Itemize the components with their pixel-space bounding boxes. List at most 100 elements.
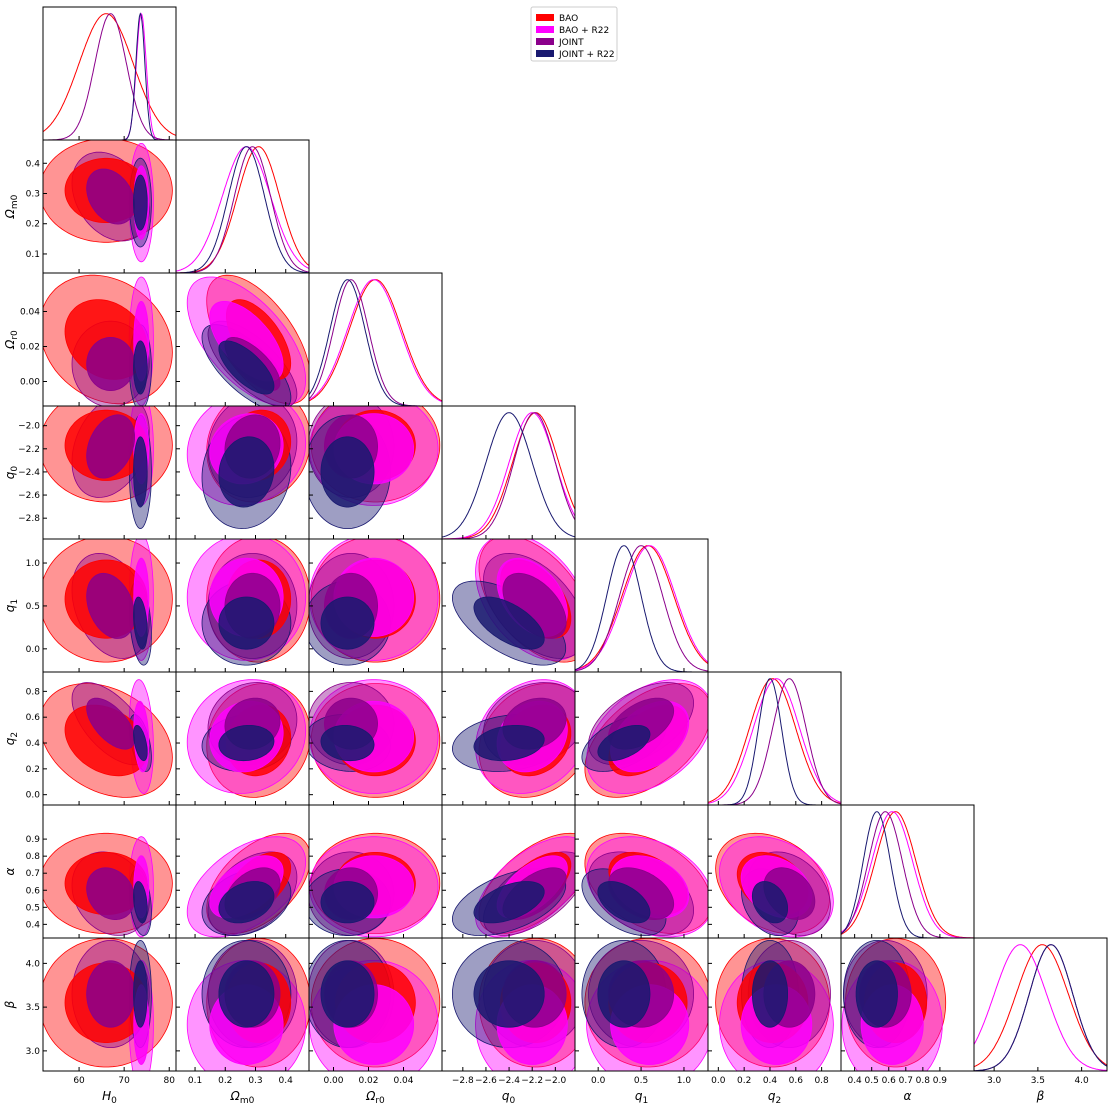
marginal-curve [974, 944, 1107, 1071]
marginal-curve [708, 678, 841, 804]
marginal-curve [43, 13, 176, 136]
y-tick-label: 0.6 [26, 713, 41, 723]
marginal-curve [176, 146, 309, 273]
contour-68 [320, 960, 375, 1028]
marginal-curve [841, 811, 974, 938]
axis-symbol: Ω [3, 208, 17, 219]
y-tick-label: −2.4 [18, 468, 40, 478]
y-tick-label: 0.4 [26, 739, 41, 749]
axis-label: Ωm0 [3, 194, 20, 219]
y-tick-label: 0.3 [26, 190, 40, 200]
marginal-curve [309, 279, 442, 406]
y-tick-label: 0.9 [26, 835, 41, 845]
axis-label: Ωm0 [230, 1089, 255, 1106]
axis-symbol: q [768, 1089, 776, 1103]
panel-frame [175, 139, 310, 274]
axis-label: q0 [3, 466, 20, 480]
panel [43, 938, 173, 1071]
contour-68 [86, 572, 135, 639]
axis-label: β [1036, 1089, 1045, 1103]
contour-68 [320, 881, 375, 924]
contour-68 [473, 881, 545, 924]
y-tick-label: 0.2 [26, 220, 40, 230]
y-tick-label: 0.00 [20, 378, 40, 388]
axis-label: q2 [3, 732, 20, 745]
contour-68 [218, 340, 275, 395]
contour-68 [751, 960, 788, 1028]
axis-subscript: 1 [10, 599, 20, 605]
y-tick-label: 0.2 [26, 765, 40, 775]
axis-symbol: β [3, 1000, 17, 1009]
axis-label: q2 [768, 1089, 781, 1106]
y-tick-label: 0.0 [26, 791, 41, 801]
marginal-curve [841, 811, 974, 938]
contour-68 [597, 960, 651, 1028]
x-tick-label: 0.04 [393, 1076, 413, 1086]
y-tick-label: 0.5 [26, 903, 40, 913]
x-tick-label: 0.8 [814, 1076, 829, 1086]
panel [186, 679, 309, 798]
axis-symbol: Ω [3, 339, 17, 350]
axis-symbol: α [904, 1089, 912, 1103]
axis-subscript: 2 [775, 1096, 781, 1106]
axis-label: q0 [502, 1089, 516, 1106]
y-tick-label: 0.4 [26, 920, 41, 930]
contour-68 [218, 725, 275, 762]
axis-symbol: α [3, 867, 17, 875]
y-tick-label: −2.8 [18, 514, 40, 524]
x-tick-label: 0.2 [218, 1076, 232, 1086]
panel-frame [308, 272, 443, 407]
contour-68 [855, 960, 898, 1028]
contour-68 [320, 596, 375, 650]
panel [186, 274, 309, 406]
panel-frame [574, 538, 709, 673]
x-tick-label: 0.00 [323, 1076, 343, 1086]
panel [715, 938, 834, 1071]
panel [43, 274, 173, 406]
marginal-curve [176, 146, 309, 273]
legend-label: BAO [559, 14, 578, 24]
contour-68 [133, 960, 148, 1028]
contour-68 [86, 337, 135, 391]
axis-subscript: r0 [10, 330, 20, 340]
panel [309, 406, 441, 529]
legend-label: JOINT [558, 38, 584, 48]
panel-frame [441, 405, 576, 540]
y-tick-label: 3.0 [26, 1047, 41, 1057]
axis-symbol: q [3, 737, 17, 745]
y-tick-label: 0.02 [20, 343, 40, 353]
contour-68 [218, 960, 275, 1028]
y-tick-label: 0.4 [26, 159, 41, 169]
x-tick-label: 4.0 [1074, 1076, 1089, 1086]
panel [581, 832, 708, 938]
x-tick-label: 60 [73, 1076, 85, 1086]
y-tick-label: −2.2 [18, 445, 40, 455]
y-tick-label: −2.6 [18, 491, 40, 501]
contour-68 [218, 596, 275, 650]
axis-symbol: Ω [230, 1089, 241, 1103]
panel [186, 406, 309, 530]
legend-label: JOINT + R22 [558, 50, 615, 60]
contour-68 [597, 881, 651, 924]
panel [309, 938, 441, 1071]
contour-68 [133, 436, 148, 508]
panel [43, 140, 173, 263]
marginal-curve [309, 279, 442, 403]
x-tick-label: −2.6 [475, 1076, 497, 1086]
axis-symbol: q [635, 1089, 643, 1103]
panel [451, 539, 575, 666]
marginal-curve [708, 678, 841, 805]
contour-68 [86, 960, 135, 1028]
x-tick-label: 0.9 [933, 1076, 948, 1086]
axis-label: Ωr0 [365, 1089, 385, 1106]
contour-68 [133, 596, 148, 650]
contour-68 [86, 168, 135, 225]
axis-subscript: m0 [10, 194, 20, 209]
panel [708, 678, 841, 805]
x-tick-label: −2.8 [452, 1076, 474, 1086]
x-tick-label: 0.02 [358, 1076, 378, 1086]
panel [43, 406, 173, 529]
marginal-curve [176, 146, 309, 272]
